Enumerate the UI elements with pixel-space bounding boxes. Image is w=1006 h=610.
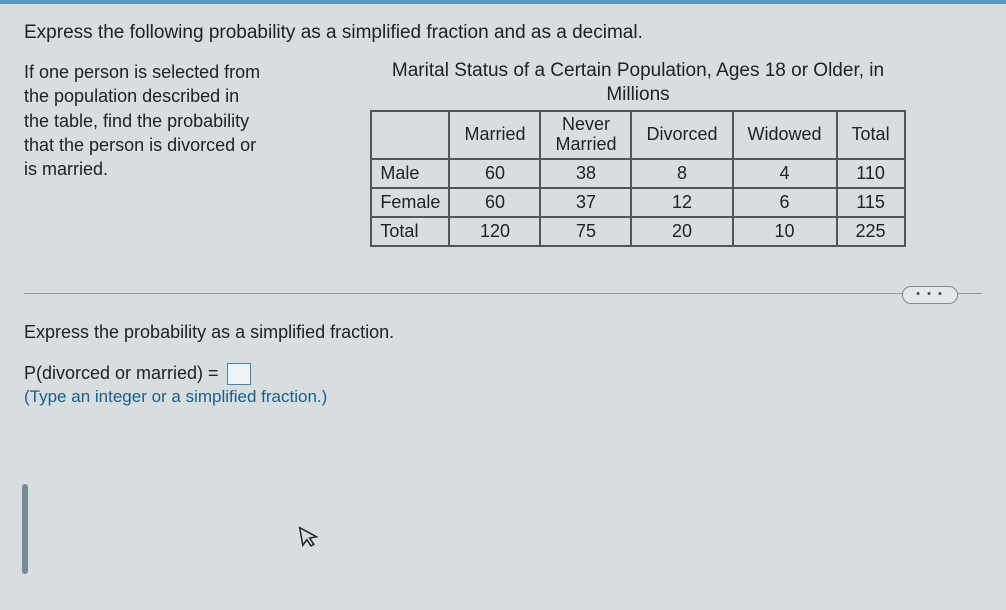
col-blank (371, 111, 449, 159)
col-never-married-label: NeverMarried (555, 115, 616, 155)
cell: 4 (733, 159, 837, 188)
answer-input[interactable] (227, 363, 251, 385)
col-divorced: Divorced (631, 111, 732, 159)
cell: 110 (837, 159, 905, 188)
equation-lhs: P(divorced or married) = (24, 363, 219, 384)
cell: 12 (631, 188, 732, 217)
row-label-male: Male (371, 159, 449, 188)
table-row: Male 60 38 8 4 110 (371, 159, 904, 188)
answer-section: Express the probability as a simplified … (24, 322, 982, 407)
col-widowed: Widowed (733, 111, 837, 159)
section-divider (24, 293, 982, 294)
cursor-icon (297, 523, 322, 558)
col-total: Total (837, 111, 905, 159)
cell: 8 (631, 159, 732, 188)
content-row: If one person is selected from the popul… (24, 60, 982, 247)
cell: 120 (449, 217, 540, 246)
cell: 75 (540, 217, 631, 246)
scroll-indicator (22, 484, 28, 574)
problem-statement: If one person is selected from the popul… (24, 60, 264, 247)
row-label-female: Female (371, 188, 449, 217)
cell: 6 (733, 188, 837, 217)
cell: 60 (449, 188, 540, 217)
cell: 37 (540, 188, 631, 217)
cell: 60 (449, 159, 540, 188)
cell: 115 (837, 188, 905, 217)
cell: 225 (837, 217, 905, 246)
question-prompt: Express the probability as a simplified … (24, 322, 982, 343)
cell: 20 (631, 217, 732, 246)
row-label-total: Total (371, 217, 449, 246)
equation-line: P(divorced or married) = (24, 363, 982, 385)
more-button[interactable]: • • • (902, 286, 958, 304)
col-married: Married (449, 111, 540, 159)
table-row: Female 60 37 12 6 115 (371, 188, 904, 217)
table-subtitle: Millions (294, 84, 982, 106)
table-block: Marital Status of a Certain Population, … (294, 60, 982, 247)
exercise-page: Express the following probability as a s… (0, 0, 1006, 610)
instruction-text: Express the following probability as a s… (24, 22, 982, 44)
table-header-row: Married NeverMarried Divorced Widowed To… (371, 111, 904, 159)
col-never-married: NeverMarried (540, 111, 631, 159)
answer-hint: (Type an integer or a simplified fractio… (24, 387, 982, 407)
table-title: Marital Status of a Certain Population, … (294, 60, 982, 82)
cell: 10 (733, 217, 837, 246)
marital-status-table: Married NeverMarried Divorced Widowed To… (370, 110, 905, 247)
table-row: Total 120 75 20 10 225 (371, 217, 904, 246)
cell: 38 (540, 159, 631, 188)
